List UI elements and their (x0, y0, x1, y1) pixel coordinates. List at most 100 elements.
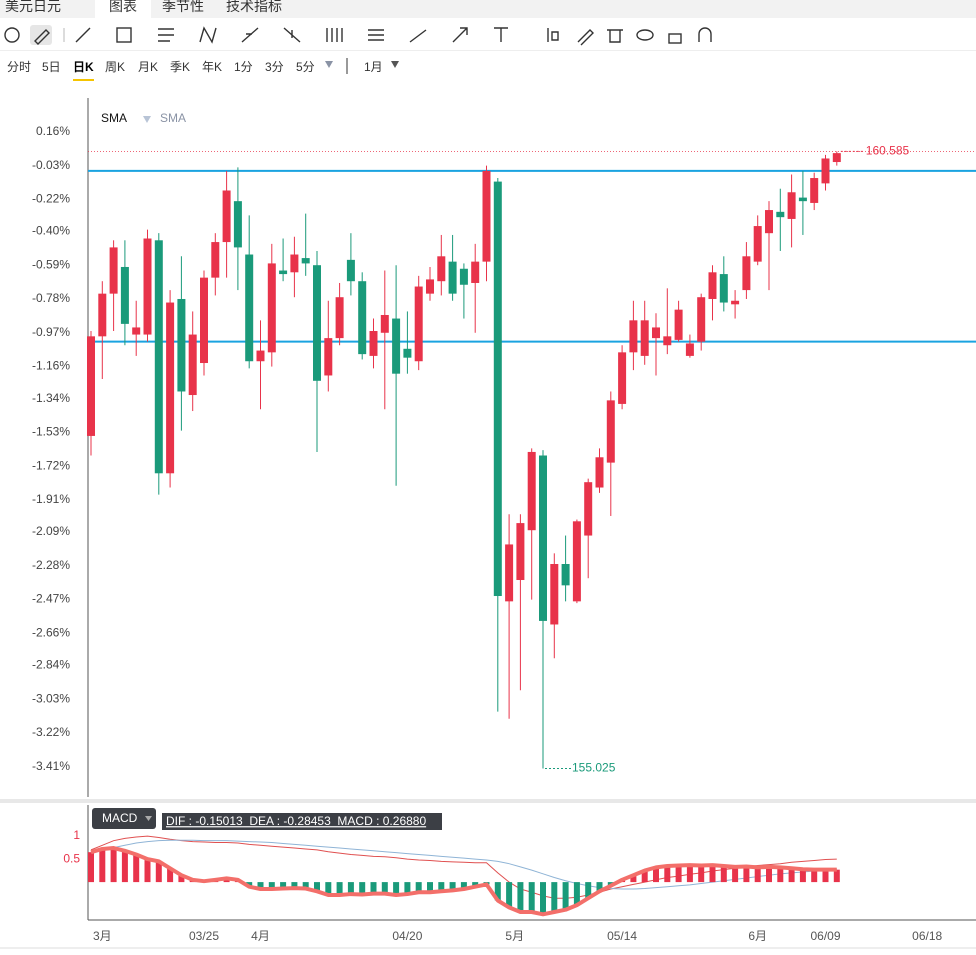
x-tick-label: 5月 (505, 929, 524, 943)
icon-text[interactable] (494, 27, 508, 42)
tab-bar: 美元日元 图表 季节性 技术指标 (0, 0, 976, 18)
macd-bar (777, 867, 784, 883)
icon-levels[interactable] (368, 29, 384, 41)
candle-body (776, 211, 785, 218)
candle-body (629, 320, 638, 353)
candle-body (652, 327, 660, 339)
candle-body (380, 314, 389, 333)
macd-bar (833, 869, 840, 883)
macd-bar (811, 869, 818, 883)
macd-bar (641, 870, 648, 883)
icon-cursor[interactable] (4, 27, 20, 43)
icon-line[interactable] (75, 27, 91, 43)
candle-body (516, 523, 525, 581)
macd-bar (585, 882, 592, 899)
x-tick-label: 06/18 (912, 929, 942, 943)
candle-body (301, 258, 310, 264)
macd-label: MACD (102, 811, 138, 825)
macd-label-box[interactable] (92, 808, 156, 829)
icon-lock[interactable] (668, 33, 682, 44)
candle-body (267, 263, 276, 353)
x-tick-label: 3月 (93, 929, 112, 943)
macd-bar (257, 882, 264, 890)
icon-trash[interactable] (607, 29, 623, 43)
macd-bar (347, 882, 354, 895)
macd-bar (291, 882, 298, 889)
period-button[interactable]: 5日 (42, 60, 61, 74)
candle-body (832, 153, 841, 163)
candle-body (324, 338, 333, 376)
candle-body (403, 348, 412, 358)
y-tick-label: -3.03% (32, 691, 70, 705)
macd-bar (540, 882, 546, 915)
tab[interactable]: 季节性 (162, 0, 204, 14)
candle-body (200, 277, 208, 364)
period-button[interactable]: 日K (73, 58, 94, 81)
icon-measure[interactable] (547, 28, 559, 42)
macd-bar (370, 882, 377, 894)
y-tick-label: -2.84% (32, 658, 70, 672)
icon-edit[interactable] (577, 29, 594, 46)
icon-pattern[interactable] (199, 26, 217, 44)
candle-body (166, 302, 175, 474)
candle-body (245, 254, 254, 362)
macd-tick-label: 1 (73, 828, 80, 842)
icon-pen[interactable] (34, 29, 50, 45)
macd-bar (381, 882, 388, 894)
candle-body (606, 400, 615, 463)
period-button[interactable]: 月K (138, 60, 159, 74)
period-button[interactable]: 1分 (234, 60, 253, 74)
icon-arrow[interactable] (452, 27, 468, 43)
macd-bar (686, 865, 693, 883)
icon-magnet[interactable] (698, 27, 712, 42)
y-tick-label: -3.41% (32, 759, 70, 773)
macd-tick-label: 0.5 (63, 851, 80, 865)
candle-body (550, 564, 559, 625)
macd-bar (788, 868, 795, 883)
y-tick-label: -1.34% (32, 391, 70, 405)
toolbar-icons (4, 25, 712, 46)
macd-info-box (162, 813, 442, 830)
icon-eye[interactable] (636, 29, 654, 41)
tab[interactable]: 图表 (95, 0, 151, 18)
macd-info: DIF : -0.15013 DEA : -0.28453 MACD : 0.2… (166, 814, 426, 828)
period-button[interactable]: 3分 (265, 60, 284, 74)
macd-bar (155, 861, 162, 883)
macd-bar (88, 852, 94, 883)
icon-fib[interactable] (241, 27, 259, 43)
candle-body (211, 242, 220, 278)
candle-body (482, 170, 491, 262)
period-button[interactable]: 分时 (7, 60, 32, 74)
icon-hlines[interactable] (158, 28, 174, 42)
panel-separator (0, 799, 976, 803)
candle-body (177, 298, 186, 392)
candle-body (279, 270, 288, 275)
period-button[interactable]: 5分 (296, 60, 315, 74)
tab[interactable]: 美元日元 (5, 0, 61, 14)
period-button[interactable]: 年K (202, 60, 223, 74)
tab[interactable]: 技术指标 (226, 0, 282, 14)
icon-rect[interactable] (116, 27, 132, 43)
y-tick-label: -0.40% (32, 224, 70, 238)
range-arrow[interactable] (391, 61, 399, 68)
period-button[interactable]: 季K (170, 60, 191, 74)
macd-bar (822, 869, 829, 883)
macd-envelope (90, 846, 837, 917)
range-button[interactable]: 1月 (364, 60, 383, 74)
period-more[interactable] (325, 61, 333, 68)
candle-body (109, 247, 118, 294)
macd-bar (551, 882, 558, 913)
macd-bar (494, 882, 501, 901)
candle-body (674, 309, 683, 340)
icon-brush[interactable] (409, 29, 427, 43)
y-tick-label: -1.16% (32, 359, 70, 373)
macd-bar (268, 882, 275, 890)
x-tick-label: 03/25 (189, 929, 219, 943)
candle-body (143, 238, 152, 335)
candle-body (731, 300, 740, 305)
icon-channel[interactable] (326, 28, 343, 42)
icon-gann[interactable] (283, 27, 301, 43)
macd-bar (404, 882, 411, 895)
period-button[interactable]: 周K (105, 60, 126, 74)
